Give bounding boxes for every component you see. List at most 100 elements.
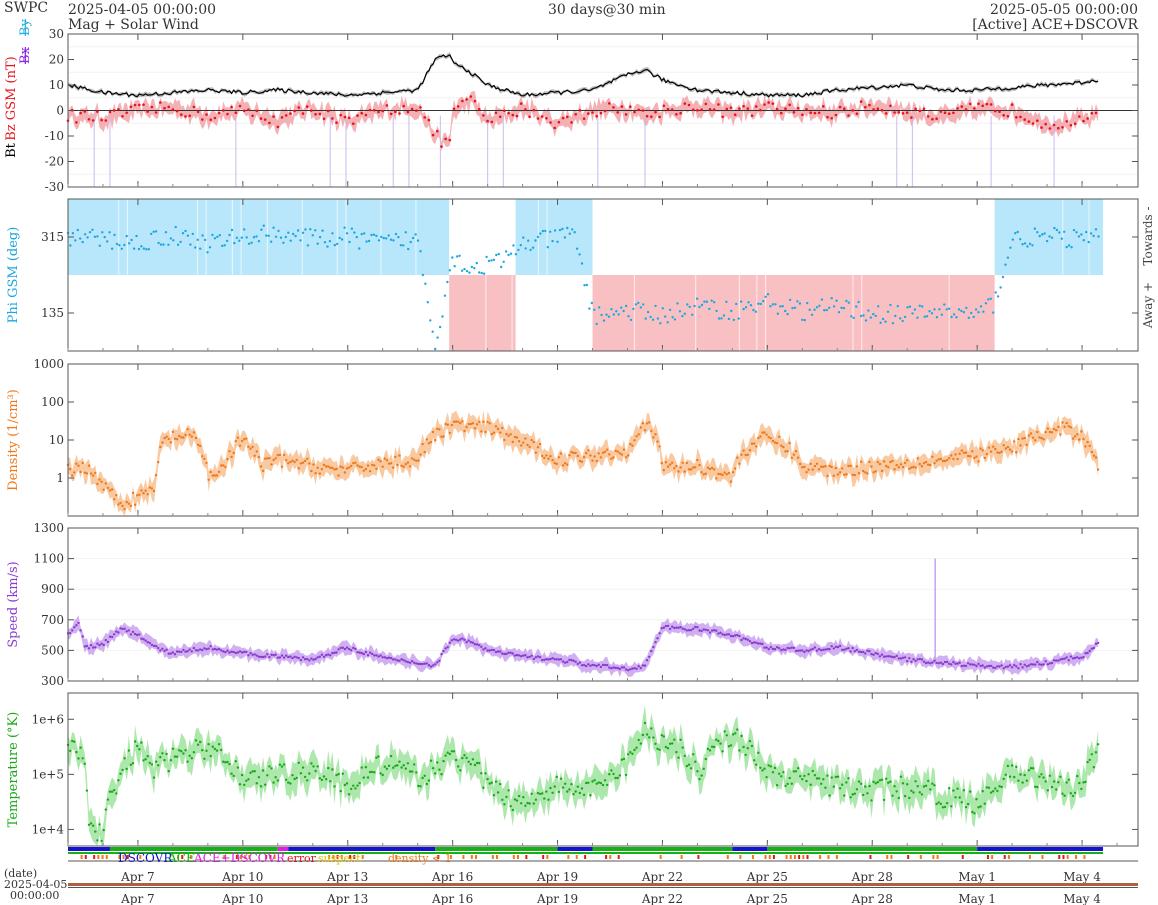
data-point	[612, 313, 615, 316]
data-point	[914, 780, 917, 783]
data-point	[872, 780, 875, 783]
data-point	[174, 225, 177, 229]
data-point	[582, 117, 586, 120]
data-point	[853, 650, 856, 653]
data-point	[117, 779, 120, 782]
data-point	[845, 781, 848, 784]
data-point	[274, 653, 277, 656]
data-point	[1019, 773, 1022, 776]
data-point	[463, 638, 466, 641]
data-point	[551, 791, 554, 794]
data-point	[133, 503, 137, 506]
data-point	[1017, 779, 1020, 782]
data-point	[922, 785, 926, 788]
data-point	[184, 229, 187, 233]
data-point	[89, 822, 93, 825]
data-point	[1057, 781, 1060, 784]
data-point	[931, 455, 934, 458]
data-point	[243, 228, 246, 231]
data-point	[293, 655, 296, 658]
data-point	[559, 777, 563, 780]
data-point	[994, 447, 997, 451]
data-point	[549, 455, 552, 458]
data-point	[693, 304, 696, 308]
data-point	[916, 316, 919, 319]
data-point	[381, 465, 384, 468]
data-point	[180, 650, 183, 654]
data-point	[115, 242, 119, 246]
data-point	[603, 663, 607, 667]
data-point	[864, 471, 867, 474]
data-point	[159, 649, 162, 652]
data-point	[322, 655, 326, 658]
data-point	[593, 455, 596, 458]
data-point	[629, 668, 632, 671]
data-point	[866, 792, 869, 795]
data-point	[715, 309, 718, 313]
quality-flag	[1007, 855, 1010, 859]
data-point	[794, 450, 798, 453]
data-point	[296, 229, 300, 232]
data-point	[543, 797, 546, 800]
data-point	[123, 507, 126, 511]
data-point	[341, 646, 344, 649]
data-point	[635, 435, 638, 438]
data-point	[820, 298, 824, 301]
data-point	[363, 232, 366, 235]
data-point	[142, 759, 145, 762]
data-point	[725, 300, 728, 303]
data-point	[249, 771, 252, 774]
data-point	[603, 779, 607, 782]
data-point	[140, 741, 143, 744]
bz-tick-label: 10	[49, 78, 64, 92]
data-point	[492, 794, 496, 797]
quality-flag	[798, 855, 801, 859]
data-point	[314, 113, 317, 116]
data-point	[945, 308, 948, 311]
data-point	[1006, 665, 1010, 668]
data-point	[643, 429, 647, 432]
data-point	[1092, 234, 1095, 238]
data-point	[838, 105, 842, 109]
data-point	[131, 491, 135, 495]
data-point	[387, 234, 390, 237]
data-point	[996, 789, 999, 793]
data-point	[410, 107, 414, 111]
data-point	[927, 463, 930, 466]
data-point	[635, 746, 638, 749]
data-point	[79, 237, 82, 240]
data-point	[736, 633, 739, 637]
data-point	[906, 783, 909, 786]
data-point	[1092, 454, 1096, 457]
data-point	[570, 783, 573, 786]
data-point	[878, 779, 882, 782]
data-point	[175, 650, 179, 653]
data-point	[884, 112, 888, 115]
data-point	[954, 453, 957, 456]
data-point	[601, 451, 605, 454]
data-point	[402, 764, 405, 767]
data-point	[822, 778, 825, 781]
data-point	[100, 839, 103, 843]
data-point	[648, 655, 651, 658]
data-point	[578, 791, 582, 795]
data-point	[136, 494, 139, 497]
data-point	[145, 248, 148, 251]
data-point	[265, 234, 268, 237]
data-point	[974, 308, 978, 311]
data-point	[706, 629, 710, 632]
data-point	[790, 782, 793, 785]
data-point	[1023, 118, 1026, 121]
data-point	[343, 471, 347, 474]
data-point	[389, 112, 393, 116]
data-point	[482, 420, 485, 423]
data-point	[501, 798, 504, 801]
data-point	[694, 760, 697, 763]
data-point	[190, 650, 193, 653]
data-point	[998, 785, 1001, 788]
data-point	[163, 758, 166, 762]
data-point	[454, 758, 458, 762]
phi-points	[66, 224, 1100, 351]
data-point	[761, 642, 764, 646]
data-point	[199, 648, 202, 651]
